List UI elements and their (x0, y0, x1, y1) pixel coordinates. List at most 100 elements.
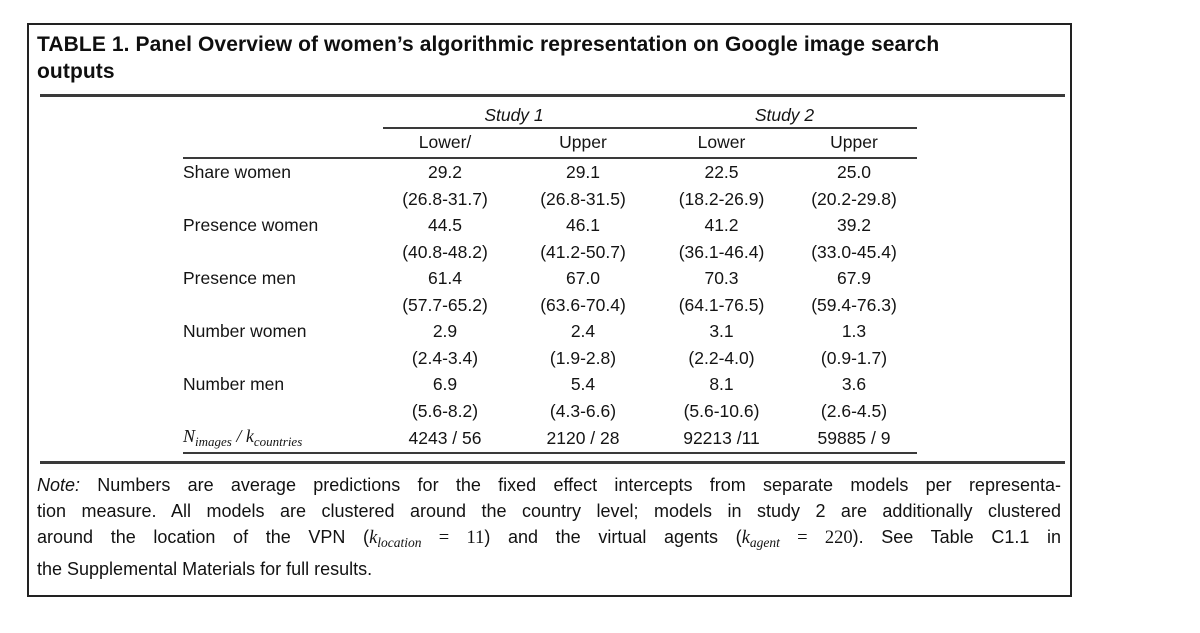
estimate-value: 46.1 (565, 215, 601, 235)
estimate-value: 22.5 (704, 162, 739, 182)
stats-table: Study 1 Study 2 Lower/ Upper Lower Upper… (183, 101, 917, 454)
n-value: 92213 /11 (683, 427, 760, 448)
estimate-cell: 29.2 (26.8-31.7) (376, 159, 514, 212)
ci-value: (36.1-46.4) (678, 241, 765, 262)
estimate-cell: 2.4 (1.9-2.8) (514, 318, 652, 371)
ci-value: (40.8-48.2) (402, 241, 488, 262)
estimate-value: 61.4 (427, 268, 463, 288)
estimate-value: 29.2 (427, 162, 463, 182)
estimate-cell: 25.0 (20.2-29.8) (791, 159, 917, 212)
estimate-value: 25.0 (836, 162, 872, 182)
ci-value: (59.4-76.3) (811, 294, 897, 315)
n-symbol: N (183, 426, 196, 446)
estimate-value: 39.2 (836, 215, 872, 235)
row-label: Number women (183, 321, 307, 341)
math-k-symbol: k (369, 528, 378, 548)
estimate-value: 67.0 (565, 268, 601, 288)
ci-value: (0.9-1.7) (820, 347, 888, 368)
estimate-value: 8.1 (709, 374, 734, 394)
ci-value: (2.2-4.0) (688, 347, 755, 368)
math-k-symbol: k (741, 528, 750, 548)
math-agent-subscript: agent (749, 535, 780, 550)
n-row-label: Nimages / kcountries (183, 426, 376, 450)
note-line3-text: ). See Table C1.1 in (852, 527, 1061, 547)
math-equals-220: = 220 (779, 528, 853, 548)
row-label: Presence men (183, 268, 296, 288)
ci-value: (41.2-50.7) (540, 241, 626, 262)
estimate-cell: 67.0 (63.6-70.4) (514, 265, 652, 318)
panel-title-line2: outputs (37, 60, 115, 83)
estimate-value: 41.2 (704, 215, 739, 235)
subheader-study1-upper: Upper (559, 132, 607, 152)
math-location-subscript: location (377, 535, 422, 550)
estimate-value: 29.1 (565, 162, 601, 182)
ci-value: (63.6-70.4) (540, 294, 626, 315)
title-rule (40, 94, 1065, 97)
n-row: Nimages / kcountries 4243 / 56 2120 / 28… (183, 424, 917, 452)
note-line3-text: around the location of the VPN ( (37, 527, 370, 547)
estimate-cell: 29.1 (26.8-31.5) (514, 159, 652, 212)
note-line: tion measure. All models are clustered a… (37, 501, 1061, 521)
ci-value: (4.3-6.6) (549, 400, 617, 421)
estimate-cell: 1.3 (0.9-1.7) (791, 318, 917, 371)
ci-value: (5.6-8.2) (411, 400, 479, 421)
estimate-cell: 41.2 (36.1-46.4) (652, 212, 791, 265)
table-panel: TABLE 1. Panel Overview of women’s algor… (27, 23, 1072, 597)
table-row: Number men 6.9 (5.6-8.2) 5.4 (4.3-6.6) 8… (183, 371, 917, 424)
estimate-value: 3.6 (841, 374, 867, 394)
estimate-cell: 61.4 (57.7-65.2) (376, 265, 514, 318)
estimate-cell: 70.3 (64.1-76.5) (652, 265, 791, 318)
note-divider-rule (40, 461, 1065, 464)
estimate-value: 2.4 (570, 321, 596, 341)
ci-value: (2.6-4.5) (820, 400, 888, 421)
ci-value: (5.6-10.6) (683, 400, 760, 421)
n-value: 4243 / 56 (408, 427, 482, 448)
ci-value: (57.7-65.2) (402, 294, 488, 315)
spanner-rule (383, 127, 917, 129)
note-line3-text: ) and the virtual agents ( (484, 527, 742, 547)
ci-value: (2.4-3.4) (411, 347, 479, 368)
n-subscript-images: images (195, 434, 232, 449)
row-label: Share women (183, 162, 291, 182)
k-subscript-countries: countries (253, 434, 303, 449)
estimate-cell: 3.6 (2.6-4.5) (791, 371, 917, 424)
estimate-cell: 6.9 (5.6-8.2) (376, 371, 514, 424)
spanner-row: Study 1 Study 2 (183, 101, 917, 127)
table-row: Number women 2.9 (2.4-3.4) 2.4 (1.9-2.8)… (183, 318, 917, 371)
estimate-value: 70.3 (704, 268, 739, 288)
table-row: Presence women 44.5 (40.8-48.2) 46.1 (41… (183, 212, 917, 265)
panel-title-line1: TABLE 1. Panel Overview of women’s algor… (37, 33, 940, 56)
note-line: around the location of the VPN (klocatio… (37, 524, 1061, 556)
spanner-study2: Study 2 (754, 105, 815, 125)
estimate-cell: 39.2 (33.0-45.4) (791, 212, 917, 265)
table-row: Share women 29.2 (26.8-31.7) 29.1 (26.8-… (183, 159, 917, 212)
estimate-cell: 5.4 (4.3-6.6) (514, 371, 652, 424)
math-equals-11: = 11 (421, 528, 485, 548)
estimate-cell: 44.5 (40.8-48.2) (376, 212, 514, 265)
estimate-cell: 46.1 (41.2-50.7) (514, 212, 652, 265)
panel-title: TABLE 1. Panel Overview of women’s algor… (37, 31, 1060, 85)
estimate-value: 44.5 (427, 215, 463, 235)
estimate-cell: 3.1 (2.2-4.0) (652, 318, 791, 371)
estimate-cell: 8.1 (5.6-10.6) (652, 371, 791, 424)
note-line1-text: Numbers are average predictions for the … (80, 475, 1061, 495)
ci-value: (20.2-29.8) (811, 188, 897, 209)
estimate-cell: 22.5 (18.2-26.9) (652, 159, 791, 212)
note-text: Note: Numbers are average predictions fo… (37, 472, 1061, 582)
table-row: Presence men 61.4 (57.7-65.2) 67.0 (63.6… (183, 265, 917, 318)
k-symbol: k (245, 426, 254, 446)
row-label: Presence women (183, 215, 319, 235)
subheader-study1-lower: Lower/ (418, 132, 472, 152)
ci-value: (26.8-31.7) (402, 188, 488, 209)
row-label: Number men (183, 374, 285, 394)
estimate-cell: 2.9 (2.4-3.4) (376, 318, 514, 371)
estimate-value: 5.4 (570, 374, 596, 394)
table-bottom-rule (183, 452, 917, 454)
ci-value: (33.0-45.4) (811, 241, 897, 262)
header-rule (183, 157, 917, 159)
subheader-study2-lower: Lower (697, 132, 746, 152)
estimate-value: 1.3 (841, 321, 867, 341)
spanner-study1: Study 1 (484, 105, 544, 125)
estimate-value: 3.1 (709, 321, 734, 341)
